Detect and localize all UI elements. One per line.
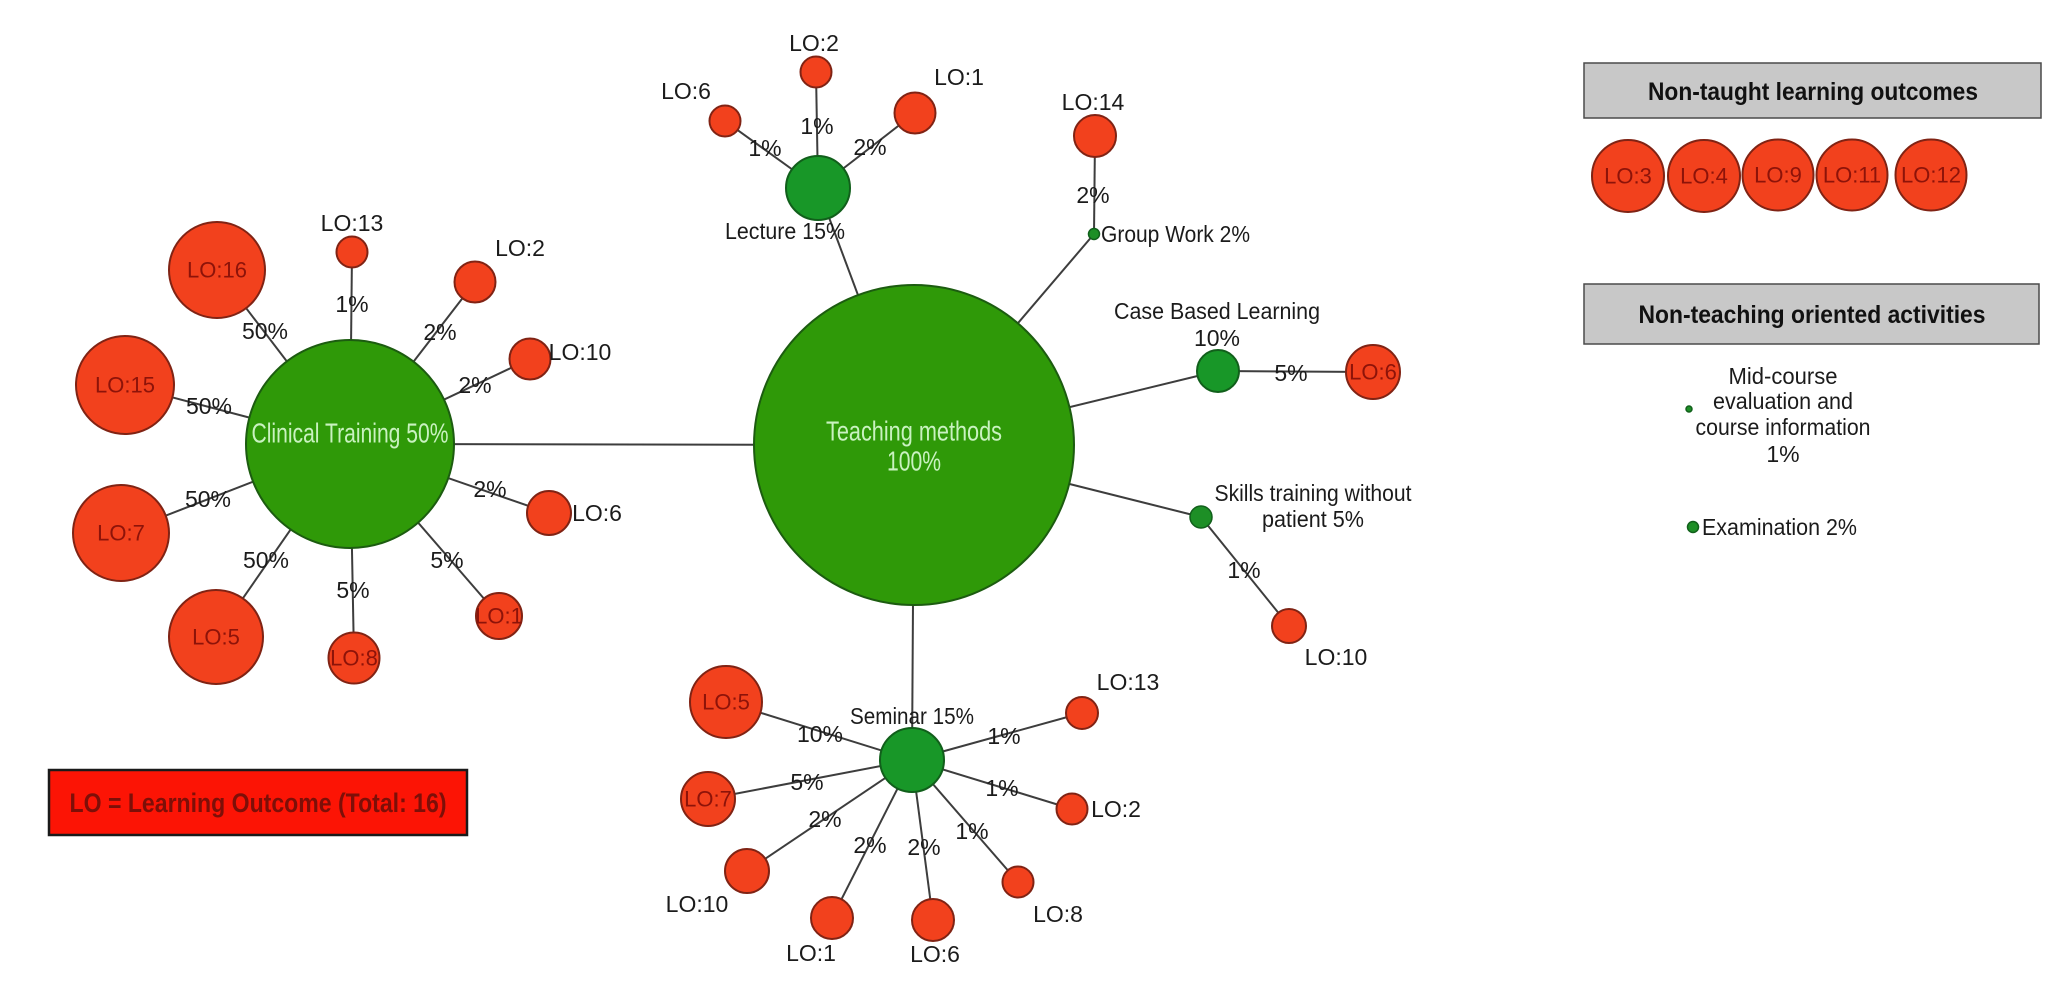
svg-text:Non-taught learning outcomes: Non-taught learning outcomes (1648, 78, 1978, 106)
svg-text:LO:10: LO:10 (666, 891, 729, 917)
svg-text:LO:6: LO:6 (910, 941, 960, 967)
svg-text:5%: 5% (790, 769, 823, 795)
svg-text:Teaching methods: Teaching methods (826, 416, 1002, 447)
svg-text:LO:2: LO:2 (495, 235, 545, 261)
svg-text:LO:1: LO:1 (934, 64, 984, 90)
svg-text:LO = Learning Outcome (Total:: LO = Learning Outcome (Total: 16) (70, 788, 447, 818)
svg-text:Case Based Learning: Case Based Learning (1114, 298, 1320, 324)
svg-text:1%: 1% (800, 113, 833, 139)
svg-text:LO:13: LO:13 (321, 210, 384, 236)
svg-text:5%: 5% (1274, 360, 1307, 386)
svg-text:1%: 1% (1766, 441, 1799, 467)
svg-text:LO:10: LO:10 (549, 339, 612, 365)
svg-text:2%: 2% (853, 134, 886, 160)
svg-text:LO:7: LO:7 (97, 521, 145, 546)
svg-text:Mid-course: Mid-course (1729, 363, 1838, 389)
svg-text:LO:2: LO:2 (789, 30, 839, 56)
svg-text:LO:14: LO:14 (1062, 89, 1125, 115)
svg-text:2%: 2% (808, 806, 841, 832)
svg-text:Non-teaching oriented activiti: Non-teaching oriented activities (1639, 301, 1986, 329)
svg-text:1%: 1% (987, 723, 1020, 749)
svg-text:Seminar 15%: Seminar 15% (850, 703, 974, 729)
svg-text:5%: 5% (430, 547, 463, 573)
svg-text:LO:8: LO:8 (1033, 901, 1083, 927)
svg-text:2%: 2% (458, 372, 491, 398)
svg-text:Lecture 15%: Lecture 15% (725, 218, 845, 244)
svg-text:Skills training without: Skills training without (1215, 480, 1413, 506)
svg-text:10%: 10% (797, 721, 843, 747)
svg-text:LO:1: LO:1 (786, 940, 836, 966)
svg-text:LO:6: LO:6 (572, 500, 622, 526)
svg-text:100%: 100% (887, 446, 941, 477)
svg-text:LO:6: LO:6 (1349, 360, 1397, 385)
svg-text:2%: 2% (907, 834, 940, 860)
svg-text:patient 5%: patient 5% (1262, 506, 1364, 532)
svg-text:LO:12: LO:12 (1901, 163, 1961, 188)
svg-text:2%: 2% (853, 832, 886, 858)
svg-text:50%: 50% (186, 393, 232, 419)
svg-text:10%: 10% (1194, 325, 1240, 351)
svg-text:LO:5: LO:5 (702, 690, 750, 715)
svg-text:1%: 1% (1227, 557, 1260, 583)
svg-text:Examination 2%: Examination 2% (1702, 514, 1857, 540)
svg-text:2%: 2% (473, 476, 506, 502)
svg-text:1%: 1% (985, 775, 1018, 801)
svg-text:1%: 1% (955, 818, 988, 844)
svg-text:1%: 1% (748, 135, 781, 161)
svg-text:LO:7: LO:7 (684, 787, 732, 812)
svg-text:LO:11: LO:11 (1823, 163, 1881, 188)
svg-text:1%: 1% (335, 291, 368, 317)
svg-text:50%: 50% (243, 547, 289, 573)
svg-text:LO:16: LO:16 (187, 258, 247, 283)
svg-text:2%: 2% (423, 319, 456, 345)
svg-text:LO:9: LO:9 (1754, 163, 1802, 188)
svg-text:LO:5: LO:5 (192, 625, 240, 650)
svg-text:50%: 50% (242, 318, 288, 344)
svg-text:LO:8: LO:8 (330, 646, 378, 671)
svg-text:LO:6: LO:6 (661, 78, 711, 104)
svg-text:LO:10: LO:10 (1305, 644, 1368, 670)
svg-text:50%: 50% (185, 486, 231, 512)
svg-text:LO:15: LO:15 (95, 373, 155, 398)
svg-text:5%: 5% (336, 577, 369, 603)
svg-text:LO:2: LO:2 (1091, 796, 1141, 822)
svg-text:LO:1: LO:1 (475, 604, 523, 629)
svg-text:Clinical Training 50%: Clinical Training 50% (252, 418, 449, 449)
svg-text:2%: 2% (1076, 182, 1109, 208)
svg-text:Group Work 2%: Group Work 2% (1101, 221, 1250, 247)
svg-text:LO:3: LO:3 (1604, 164, 1652, 189)
svg-text:course information: course information (1696, 414, 1871, 440)
svg-text:evaluation and: evaluation and (1713, 388, 1853, 414)
svg-text:LO:4: LO:4 (1680, 164, 1728, 189)
svg-text:LO:13: LO:13 (1097, 669, 1160, 695)
